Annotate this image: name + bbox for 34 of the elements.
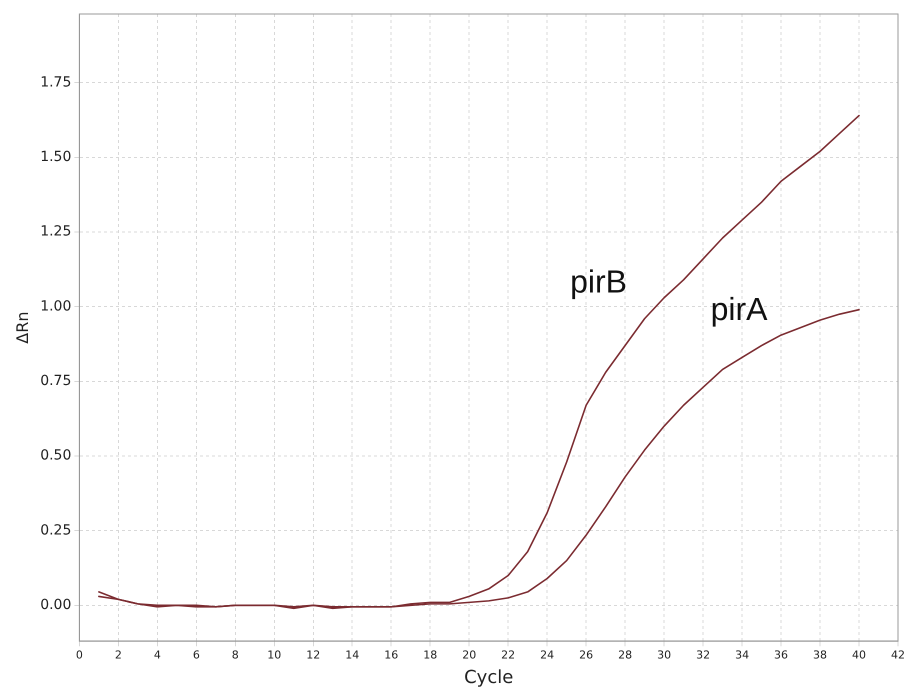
x-tick-label: 16 <box>384 648 398 662</box>
x-tick-label: 36 <box>774 648 788 662</box>
x-tick-label: 24 <box>540 648 554 662</box>
x-tick-label: 12 <box>306 648 320 662</box>
y-tick-label: 1.50 <box>40 149 72 165</box>
x-tick-label: 8 <box>232 648 239 662</box>
x-tick-label: 4 <box>154 648 161 662</box>
series-label: pirA <box>710 291 768 328</box>
y-axis-title: ΔRn <box>12 312 32 344</box>
series-label: pirB <box>570 263 628 300</box>
x-tick-label: 10 <box>267 648 282 662</box>
x-tick-label: 40 <box>852 648 866 662</box>
x-tick-label: 18 <box>423 648 438 662</box>
x-tick-label: 38 <box>813 648 828 662</box>
x-tick-label: 26 <box>579 648 594 662</box>
y-tick-label: 0.75 <box>40 373 72 389</box>
x-tick-label: 34 <box>735 648 750 662</box>
x-tick-label: 0 <box>76 648 83 662</box>
x-tick-label: 22 <box>501 648 516 662</box>
y-tick-label: 1.75 <box>40 74 72 90</box>
y-tick-label: 0.50 <box>40 448 72 464</box>
x-tick-label: 6 <box>192 648 200 662</box>
x-tick-label: 14 <box>345 648 360 662</box>
x-tick-label: 28 <box>618 648 632 662</box>
x-tick-label: 2 <box>114 648 122 662</box>
y-tick-label: 0.00 <box>40 597 72 613</box>
y-tick-label: 1.00 <box>40 298 72 314</box>
x-tick-label: 20 <box>462 648 476 662</box>
x-axis-title: Cycle <box>464 666 514 688</box>
y-tick-label: 0.25 <box>40 522 72 538</box>
x-tick-label: 32 <box>696 648 710 662</box>
y-tick-label: 1.25 <box>40 224 72 240</box>
x-tick-label: 42 <box>891 648 905 662</box>
x-tick-label: 30 <box>657 648 672 662</box>
